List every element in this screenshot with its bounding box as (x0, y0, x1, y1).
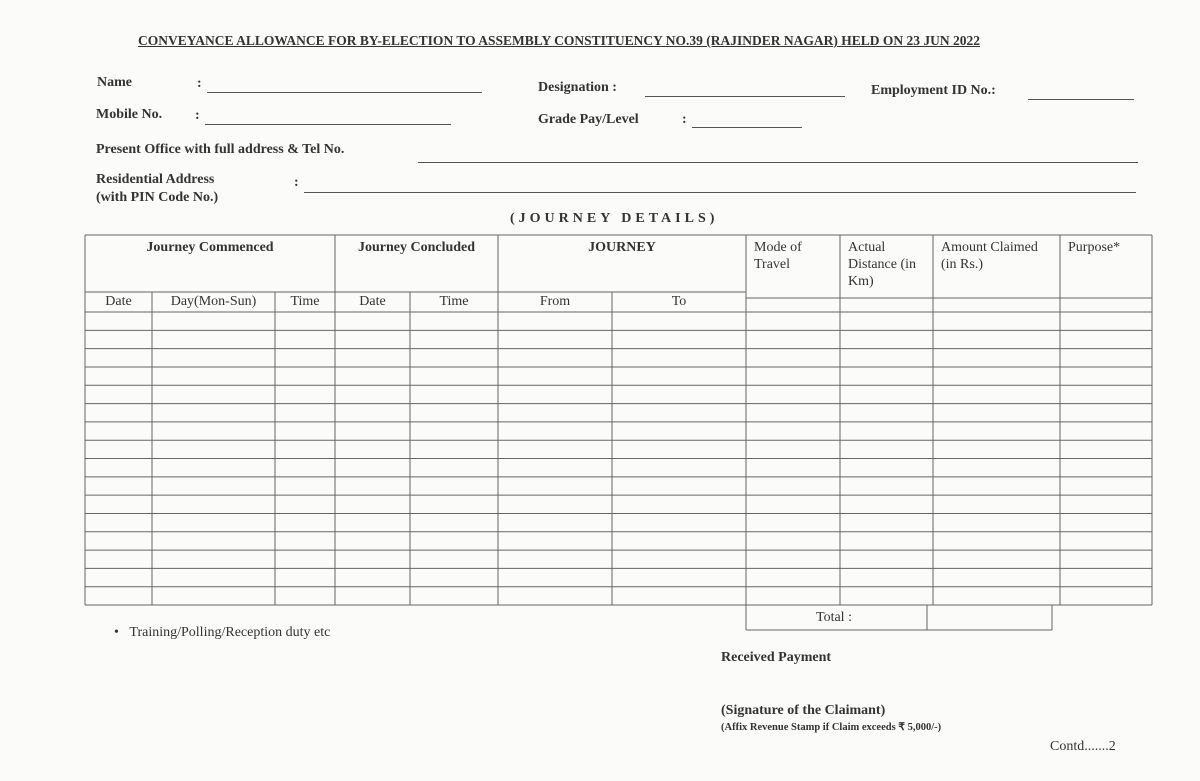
field-label: Employment ID No.: (871, 83, 996, 98)
total-label: Total : (816, 610, 852, 625)
separator: : (682, 112, 687, 127)
input-line (205, 124, 451, 125)
group-header: Purpose* (1068, 240, 1121, 255)
group-header: Amount Claimed (in Rs.) (941, 240, 1038, 272)
group-header: Mode of Travel (754, 240, 802, 272)
field-label: Name (97, 75, 132, 90)
separator: : (197, 76, 202, 91)
stamp-note: (Affix Revenue Stamp if Claim exceeds ₹ … (721, 722, 942, 733)
input-line (207, 92, 482, 93)
separator: : (294, 175, 299, 190)
contd: Contd.......2 (1050, 739, 1116, 754)
field-label: Mobile No. (96, 107, 163, 122)
sub-header: From (539, 294, 571, 309)
signature: (Signature of the Claimant) (721, 703, 886, 718)
input-line (645, 96, 845, 97)
input-line (418, 162, 1138, 163)
input-line (1028, 99, 1134, 100)
input-line (304, 192, 1136, 193)
sub-header: Date (359, 294, 386, 309)
sub-header: Date (105, 294, 132, 309)
title: CONVEYANCE ALLOWANCE FOR BY-ELECTION TO … (138, 33, 981, 48)
field-label: Grade Pay/Level (538, 112, 639, 127)
group-header: Actual Distance (in Km) (848, 240, 917, 289)
field-label: Present Office with full address & Tel N… (96, 142, 345, 157)
separator: : (195, 108, 200, 123)
received-payment: Received Payment (721, 650, 832, 665)
field-label: Designation : (538, 80, 617, 95)
sub-header: Time (439, 294, 469, 309)
group-header: Journey Commenced (146, 240, 274, 255)
field-label: (with PIN Code No.) (96, 190, 219, 205)
section-heading: (JOURNEY DETAILS) (510, 211, 719, 226)
sub-header: To (671, 294, 687, 309)
footnote-text: Training/Polling/Reception duty etc (129, 625, 331, 640)
sub-header: Day(Mon-Sun) (170, 294, 257, 309)
group-header: Journey Concluded (357, 240, 476, 255)
footnote: • Training/Polling/Reception duty etc (114, 625, 331, 640)
input-line (692, 127, 802, 128)
group-header: JOURNEY (588, 240, 656, 255)
field-label: Residential Address (96, 172, 215, 187)
sub-header: Time (290, 294, 320, 309)
